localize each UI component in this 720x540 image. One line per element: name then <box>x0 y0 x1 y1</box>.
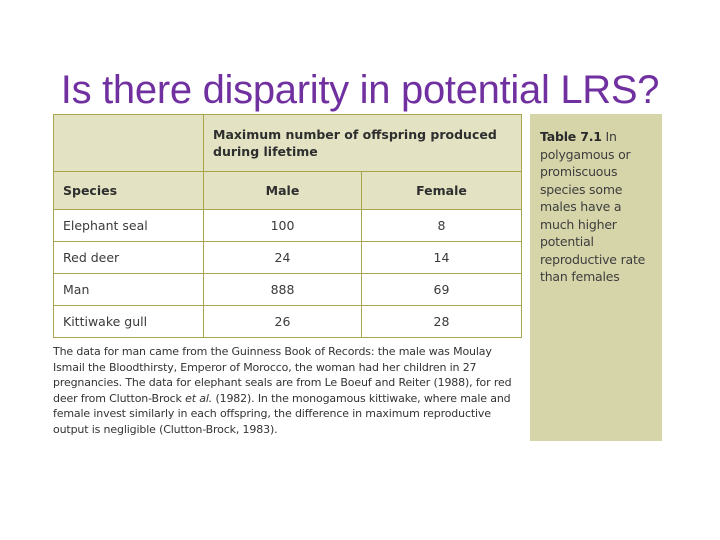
female-cell: 8 <box>361 209 522 242</box>
table-row: Kittiwake gull 26 28 <box>53 305 522 338</box>
table-row: Elephant seal 100 8 <box>53 209 522 242</box>
column-header-female: Female <box>361 171 522 210</box>
column-header-species: Species <box>53 171 204 210</box>
table-caption-panel: Table 7.1 In polygamous or promiscuous s… <box>530 114 662 441</box>
table-row: Man 888 69 <box>53 273 522 306</box>
male-cell: 100 <box>203 209 362 242</box>
male-cell: 26 <box>203 305 362 338</box>
slide-title: Is there disparity in potential LRS? <box>60 68 660 112</box>
caption-label: Table 7.1 <box>540 129 602 144</box>
table-group-header-row: Maximum number of offspring produced dur… <box>53 114 522 172</box>
column-header-male: Male <box>203 171 362 210</box>
female-cell: 14 <box>361 241 522 274</box>
footnote-text-2: (1982). In the monogamous kittiwake, whe… <box>53 391 511 436</box>
caption-text: In polygamous or promiscuous species som… <box>540 129 646 284</box>
group-header: Maximum number of offspring produced dur… <box>203 114 522 172</box>
species-cell: Elephant seal <box>53 209 204 242</box>
species-cell: Red deer <box>53 241 204 274</box>
footnote-text-1: The data for man came from the Guinness … <box>53 345 512 405</box>
species-cell: Man <box>53 273 204 306</box>
table-footnote: The data for man came from the Guinness … <box>53 344 523 437</box>
female-cell: 69 <box>361 273 522 306</box>
table-row: Red deer 24 14 <box>53 241 522 274</box>
male-cell: 888 <box>203 273 362 306</box>
offspring-table: Maximum number of offspring produced dur… <box>53 114 522 338</box>
empty-header-cell <box>53 114 204 172</box>
female-cell: 28 <box>361 305 522 338</box>
male-cell: 24 <box>203 241 362 274</box>
table-column-header-row: Species Male Female <box>53 171 522 210</box>
species-cell: Kittiwake gull <box>53 305 204 338</box>
footnote-italic: et al. <box>185 391 213 405</box>
